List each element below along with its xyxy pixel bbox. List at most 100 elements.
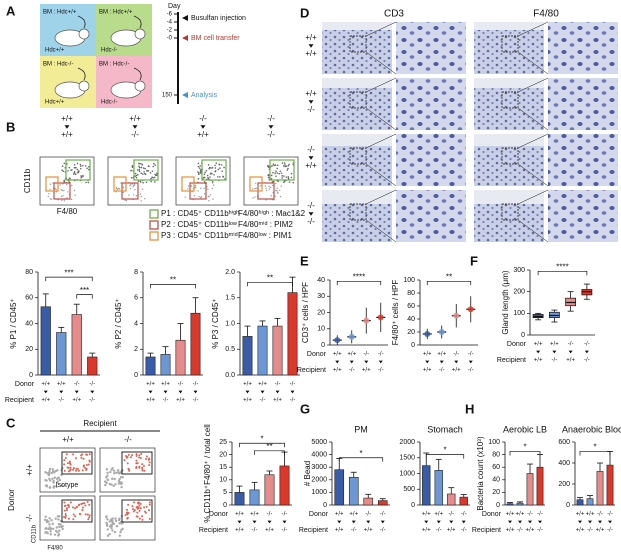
significance-bracket (509, 451, 541, 456)
flow-y-label: CD11b (23, 168, 32, 193)
flow-dot (80, 167, 82, 170)
arrow-marker (351, 520, 356, 524)
flow-dot (105, 476, 108, 479)
histology-inset (349, 203, 367, 221)
flow-dot (56, 481, 59, 484)
flow-dot (87, 463, 90, 466)
flow-dot (69, 463, 72, 466)
panel-label: E (300, 253, 309, 268)
flow-dot (154, 164, 157, 166)
donor-label: Donor (15, 381, 35, 388)
y-axis-label: # Bead (303, 461, 312, 486)
flow-dot (114, 483, 117, 486)
flow-dot (74, 194, 76, 196)
flow-x-label: F4/80 (47, 546, 63, 552)
flow-dot (131, 454, 134, 457)
zoom-line (517, 163, 549, 187)
recipient-tick: -/- (351, 528, 357, 534)
recipient-tick: -/- (461, 528, 467, 534)
legend-label: P2 : CD45⁺ CD11bˡᵒʷ (161, 220, 237, 229)
flow-dot (290, 176, 293, 179)
flow-dot (64, 456, 67, 459)
flow-dot (287, 176, 290, 178)
arrow-marker (308, 44, 314, 48)
flow-dot (278, 172, 280, 175)
flow-dot (53, 484, 56, 488)
flow-dot (72, 467, 75, 470)
flow-dot (134, 188, 136, 191)
flow-header: +/+ (129, 114, 141, 123)
flow-dot (69, 466, 72, 469)
stain-title: F4/80 (533, 9, 559, 20)
flow-dot (66, 462, 69, 465)
flow-dot (44, 531, 47, 534)
y-tick-label: 3000 (311, 464, 327, 471)
arrow-marker (378, 360, 383, 364)
flow-dot (200, 196, 202, 199)
flow-dot (80, 456, 83, 459)
significance-bracket (150, 284, 196, 289)
flow-dot (274, 195, 276, 197)
flow-dot (283, 162, 286, 164)
flow-dot (88, 460, 91, 463)
flow-dot (88, 503, 91, 506)
donor-tick: +/+ (506, 512, 515, 518)
flow-dot (61, 165, 64, 167)
recipient-tick: +/+ (333, 368, 342, 374)
flow-dot (252, 188, 254, 190)
y-tick-label: 0 (321, 342, 325, 349)
flow-dot (150, 180, 152, 183)
flow-dot (124, 514, 127, 517)
bm-label: BM : Hdc+/+ (99, 10, 133, 16)
flow-dot (147, 458, 150, 461)
arrow-marker (282, 520, 287, 524)
donor-tick: +/+ (243, 382, 252, 388)
gate (61, 499, 93, 523)
donor-label: Donor (482, 511, 502, 518)
flow-dot (193, 194, 196, 197)
donor-tick: -/- (275, 382, 281, 388)
arrow-marker (268, 125, 274, 129)
flow-dot (148, 517, 151, 520)
event-arrow (182, 35, 188, 41)
recipient-tick: +/+ (362, 368, 371, 374)
y-tick-label: 100 (513, 310, 525, 317)
y-tick-label: 1000 (311, 489, 327, 496)
mean-dot (453, 312, 460, 319)
flow-dot (213, 174, 215, 176)
y-tick-label: 20 (25, 346, 33, 353)
flow-dot (115, 186, 118, 189)
flow-dot (56, 515, 60, 518)
panel-label: F (470, 253, 478, 268)
flow-dot (135, 459, 138, 462)
significance-label: ** (170, 275, 176, 284)
flow-dot (139, 193, 142, 195)
flow-dot (146, 169, 148, 172)
row-label: +/+ (305, 89, 317, 98)
flow-dot (148, 503, 151, 506)
flow-dot (214, 170, 217, 172)
flow-plot (39, 156, 95, 206)
significance-label: *** (80, 286, 89, 295)
flow-dot (76, 162, 79, 165)
flow-dot (57, 534, 60, 537)
recipient-tick: +/+ (146, 398, 155, 404)
histology-lumen (474, 134, 544, 146)
y-tick-label: 500 (403, 486, 415, 493)
flow-dot (290, 172, 293, 175)
flow-dot (208, 200, 210, 202)
flow-dot (69, 501, 72, 504)
zoom-line (517, 189, 549, 205)
donor-tick: -/- (267, 512, 273, 518)
flow-dot (105, 523, 109, 526)
flow-dot (222, 176, 225, 178)
flow-dot (283, 181, 285, 184)
bar (434, 470, 443, 506)
flow-dot (209, 176, 211, 178)
flow-dot (130, 183, 132, 186)
flow-dot (132, 186, 134, 188)
flow-dot (143, 469, 146, 472)
flow-dot (53, 470, 56, 473)
donor-tick: +/+ (333, 352, 342, 358)
